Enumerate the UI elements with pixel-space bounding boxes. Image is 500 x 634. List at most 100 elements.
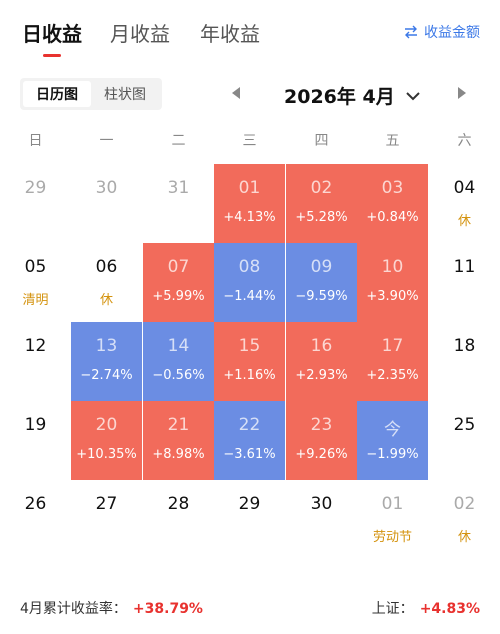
day-number: 08 <box>238 257 261 277</box>
month-selector[interactable]: 2026年 4月 <box>284 82 421 109</box>
day-number: 01 <box>381 494 404 514</box>
day-number: 02 <box>453 494 476 514</box>
calendar-day-cell[interactable]: 25 <box>429 401 500 480</box>
day-number: 27 <box>95 494 118 514</box>
day-number: 11 <box>453 257 476 277</box>
calendar-day-cell[interactable]: 30 <box>71 164 142 243</box>
calendar-day-cell[interactable]: 28 <box>143 480 214 559</box>
daily-return: −1.99% <box>366 447 419 462</box>
calendar-day-cell[interactable]: 07 +5.99% <box>143 243 214 322</box>
holiday-note: 清明 <box>22 293 49 308</box>
bar-chart-view-button[interactable]: 柱状图 <box>104 87 146 103</box>
weekday-label: 三 <box>242 133 257 149</box>
calendar-day-cell[interactable]: 10 +3.90% <box>357 243 428 322</box>
switch-amount-button[interactable]: 收益金额 <box>404 22 480 42</box>
calendar-day-cell[interactable]: 06 休 <box>71 243 142 322</box>
weekday-label: 六 <box>457 133 472 149</box>
day-number: 14 <box>167 336 190 356</box>
calendar-day-cell[interactable]: 14 −0.56% <box>143 322 214 401</box>
daily-return: +10.35% <box>76 447 137 462</box>
daily-return: −1.44% <box>223 289 276 304</box>
daily-return: +4.13% <box>223 210 276 225</box>
calendar-day-cell[interactable]: 01 劳动节 <box>357 480 428 559</box>
daily-return: +5.99% <box>152 289 205 304</box>
calendar-day-cell[interactable]: 23 +9.26% <box>286 401 357 480</box>
day-number: 15 <box>238 336 261 356</box>
calendar-view-button[interactable]: 日历图 <box>23 81 91 107</box>
calendar-day-cell[interactable]: 05 清明 <box>0 243 71 322</box>
weekday-label: 日 <box>28 133 43 149</box>
calendar-day-cell[interactable]: 19 <box>0 401 71 480</box>
weekday-label: 一 <box>99 133 114 149</box>
day-number: 25 <box>453 415 476 435</box>
index-return-value: +4.83% <box>419 601 480 617</box>
calendar-day-cell[interactable]: 13 −2.74% <box>71 322 142 401</box>
calendar-day-cell[interactable]: 21 +8.98% <box>143 401 214 480</box>
month-label: 2026年 4月 <box>284 86 395 108</box>
daily-return: +0.84% <box>366 210 419 225</box>
day-number: 04 <box>453 178 476 198</box>
day-number: 22 <box>238 415 261 435</box>
daily-return: +5.28% <box>295 210 348 225</box>
day-number: 07 <box>167 257 190 277</box>
day-number: 02 <box>310 178 333 198</box>
daily-return: −0.56% <box>152 368 205 383</box>
cumulative-return-label: 4月累计收益率： <box>20 601 127 617</box>
holiday-note: 休 <box>99 293 113 308</box>
day-number: 29 <box>238 494 261 514</box>
calendar-day-cell[interactable]: 今 −1.99% <box>357 401 428 480</box>
calendar-day-cell[interactable]: 15 +1.16% <box>214 322 285 401</box>
calendar-day-cell[interactable]: 18 <box>429 322 500 401</box>
calendar-day-cell[interactable]: 16 +2.93% <box>286 322 357 401</box>
calendar-day-cell[interactable]: 20 +10.35% <box>71 401 142 480</box>
index-return-label: 上证： <box>371 601 414 617</box>
day-number: 09 <box>310 257 333 277</box>
calendar-day-cell[interactable]: 17 +2.35% <box>357 322 428 401</box>
daily-return: +2.93% <box>295 368 348 383</box>
weekday-label: 五 <box>385 133 400 149</box>
cumulative-return: 4月累计收益率： +38.79% <box>20 598 203 618</box>
switch-amount-label: 收益金额 <box>424 25 480 41</box>
tab-daily[interactable]: 日收益 <box>22 22 82 46</box>
day-number: 31 <box>167 178 190 198</box>
day-number: 30 <box>95 178 118 198</box>
daily-return: +1.16% <box>223 368 276 383</box>
calendar-day-cell[interactable]: 01 +4.13% <box>214 164 285 243</box>
tab-yearly[interactable]: 年收益 <box>200 22 260 46</box>
calendar-day-cell[interactable]: 11 <box>429 243 500 322</box>
calendar-day-cell[interactable]: 30 <box>286 480 357 559</box>
day-number: 18 <box>453 336 476 356</box>
day-number: 10 <box>381 257 404 277</box>
calendar-day-cell[interactable]: 27 <box>71 480 142 559</box>
day-number: 28 <box>167 494 190 514</box>
day-number: 20 <box>95 415 118 435</box>
day-number: 29 <box>24 178 47 198</box>
prev-month-icon[interactable] <box>232 87 240 99</box>
day-number: 03 <box>381 178 404 198</box>
holiday-note: 休 <box>457 530 471 545</box>
day-number: 19 <box>24 415 47 435</box>
daily-return: +3.90% <box>366 289 419 304</box>
calendar-day-cell[interactable]: 26 <box>0 480 71 559</box>
calendar-day-cell[interactable]: 29 <box>214 480 285 559</box>
next-month-icon[interactable] <box>458 87 466 99</box>
holiday-note: 休 <box>457 214 471 229</box>
calendar-day-cell[interactable]: 22 −3.61% <box>214 401 285 480</box>
calendar-day-cell[interactable]: 04 休 <box>429 164 500 243</box>
calendar-day-cell[interactable]: 08 −1.44% <box>214 243 285 322</box>
daily-return: +2.35% <box>366 368 419 383</box>
calendar-day-cell[interactable]: 02 休 <box>429 480 500 559</box>
calendar-day-cell[interactable]: 12 <box>0 322 71 401</box>
calendar-day-cell[interactable]: 31 <box>143 164 214 243</box>
day-number: 26 <box>24 494 47 514</box>
daily-return: −2.74% <box>80 368 133 383</box>
calendar-day-cell[interactable]: 09 −9.59% <box>286 243 357 322</box>
calendar-day-cell[interactable]: 29 <box>0 164 71 243</box>
tab-monthly[interactable]: 月收益 <box>110 22 170 46</box>
day-number: 05 <box>24 257 47 277</box>
calendar-day-cell[interactable]: 02 +5.28% <box>286 164 357 243</box>
index-return: 上证： +4.83% <box>372 598 480 618</box>
day-number: 16 <box>310 336 333 356</box>
calendar-day-cell[interactable]: 03 +0.84% <box>357 164 428 243</box>
weekday-label: 二 <box>171 133 186 149</box>
